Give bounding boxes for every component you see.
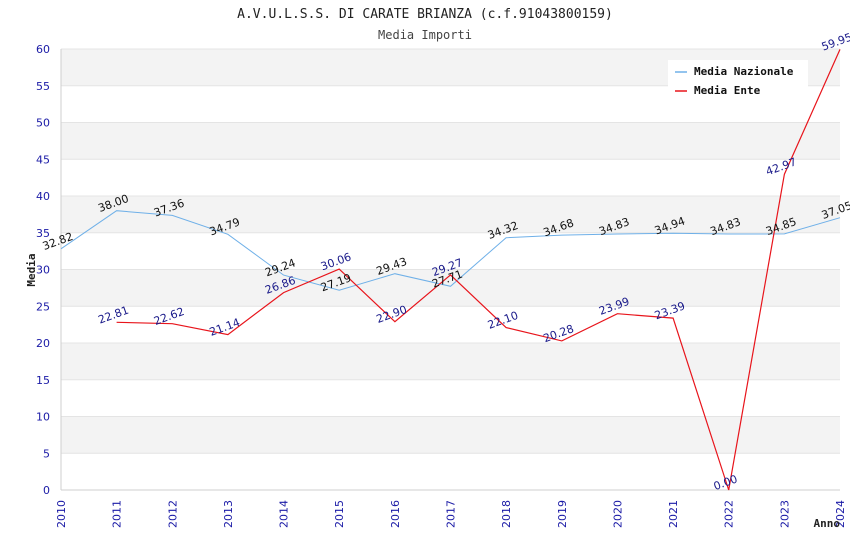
y-tick-label: 40 — [36, 190, 50, 203]
chart-subtitle: Media Importi — [378, 28, 472, 42]
grid-band — [61, 453, 840, 490]
grid-band — [61, 122, 840, 160]
grid-band — [61, 379, 840, 417]
x-tick-label: 2018 — [500, 500, 513, 528]
x-axis-ticks: 2010 2011 2012 2013 2014 2015 2016 2017 2018 2019… — [55, 500, 847, 528]
y-tick-label: 5 — [43, 447, 50, 460]
grid-band — [61, 416, 840, 454]
x-tick-label: 2022 — [723, 500, 736, 528]
x-tick-label: 2021 — [667, 500, 680, 528]
series-line-media-ente — [116, 49, 841, 491]
y-tick-label: 15 — [36, 374, 50, 387]
x-tick-label: 2016 — [389, 500, 402, 528]
series-line-media-nazionale — [60, 210, 841, 291]
y-tick-label: 50 — [36, 117, 50, 130]
x-tick-label: 2020 — [611, 500, 624, 528]
y-tick-label: 25 — [36, 300, 50, 313]
x-tick-label: 2010 — [55, 500, 68, 528]
x-tick-label: 2012 — [166, 500, 179, 528]
grid-band — [61, 196, 840, 233]
legend-label-media-nazionale: Media Nazionale — [694, 65, 794, 78]
y-axis-label: Media — [25, 253, 38, 286]
y-tick-label: 35 — [36, 227, 50, 240]
grid-band — [61, 232, 840, 270]
x-tick-label: 2015 — [333, 500, 346, 528]
x-tick-label: 2013 — [222, 500, 235, 528]
x-tick-label: 2019 — [556, 500, 569, 528]
legend-label-media-ente: Media Ente — [694, 84, 761, 97]
y-axis-ticks: 0 5 10 15 20 25 30 35 40 45 50 55 60 — [36, 43, 50, 497]
x-axis-label: Anno — [814, 517, 841, 530]
x-tick-label: 2024 — [834, 500, 847, 528]
y-tick-label: 0 — [43, 484, 50, 497]
y-tick-label: 20 — [36, 337, 50, 350]
grid-band — [61, 306, 840, 343]
grid-band — [61, 159, 840, 196]
x-tick-label: 2011 — [111, 500, 124, 528]
grid-bands — [60, 48, 840, 491]
legend-box — [668, 60, 808, 102]
y-tick-label: 60 — [36, 43, 50, 56]
x-tick-label: 2017 — [445, 500, 458, 528]
chart-title: A.V.U.L.S.S. DI CARATE BRIANZA (c.f.9104… — [237, 7, 613, 22]
y-tick-label: 10 — [36, 411, 50, 424]
x-tick-label: 2023 — [778, 500, 791, 528]
x-tick-label: 2014 — [278, 500, 291, 528]
series-lines — [60, 49, 841, 491]
y-tick-label: 45 — [36, 153, 50, 166]
y-tick-label: 55 — [36, 80, 50, 93]
y-tick-label: 30 — [36, 264, 50, 277]
legend: Media Nazionale Media Ente — [668, 60, 808, 102]
grid-band — [61, 343, 840, 380]
